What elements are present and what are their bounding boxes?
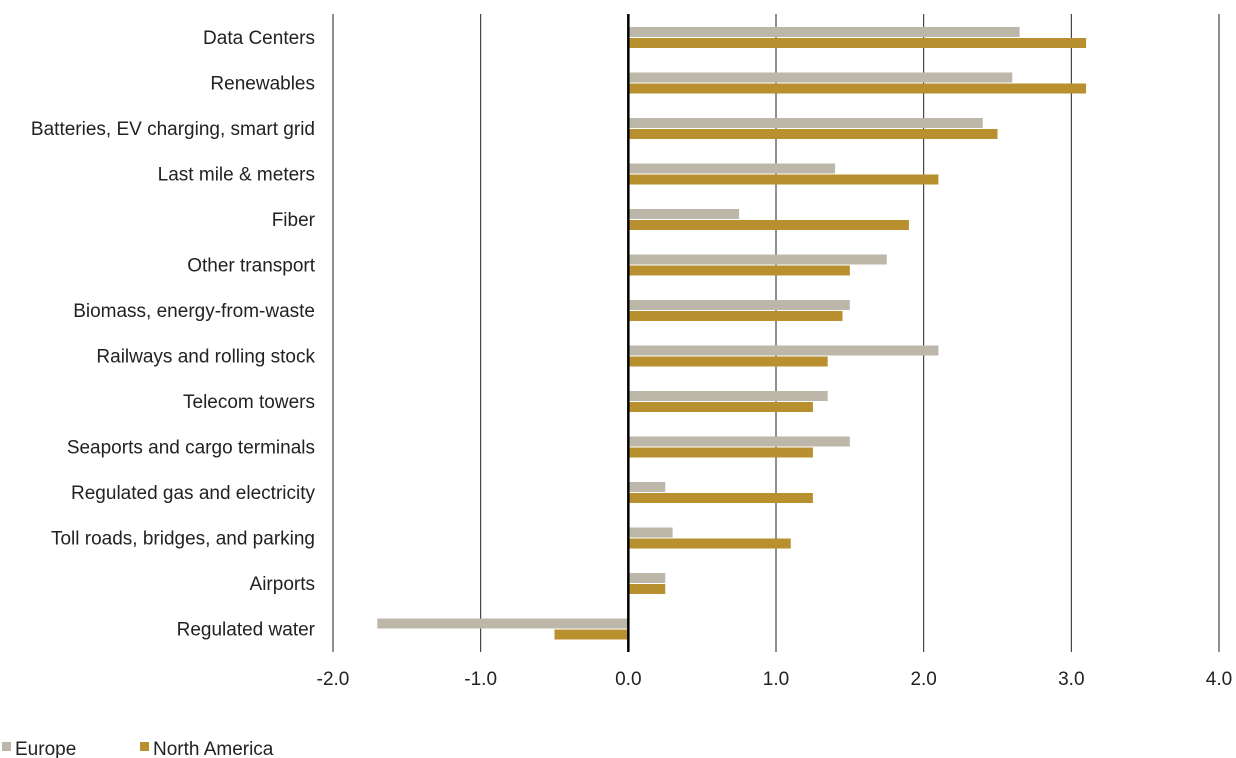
bar-europe — [628, 527, 673, 538]
bar-europe — [628, 345, 939, 356]
category-label: Fiber — [272, 210, 316, 231]
category-label: Regulated water — [177, 620, 316, 641]
category-labels: Data Centers Renewables Batteries, EV char… — [31, 28, 316, 641]
category-label: Airports — [250, 574, 315, 595]
category-label: Biomass, energy-from-waste — [73, 301, 315, 322]
bars — [377, 27, 1087, 640]
x-tick-label: 4.0 — [1206, 669, 1232, 690]
x-tick-label: 1.0 — [763, 669, 789, 690]
bar-europe — [628, 163, 836, 174]
bar-north-america — [628, 356, 828, 367]
bar-europe — [628, 391, 828, 401]
gridlines — [332, 14, 1220, 652]
bar-europe — [628, 118, 983, 128]
category-label: Regulated gas and electricity — [71, 483, 315, 504]
bar-north-america — [628, 493, 813, 503]
bar-north-america — [628, 447, 813, 458]
legend-swatch-europe — [2, 742, 11, 751]
bar-north-america — [628, 129, 998, 139]
category-label: Renewables — [210, 74, 315, 95]
bar-europe — [628, 72, 1013, 83]
category-label: Railways and rolling stock — [96, 347, 315, 368]
bar-north-america — [628, 538, 791, 549]
category-label: Batteries, EV charging, smart grid — [31, 119, 315, 140]
legend-label: North America — [153, 739, 274, 758]
bar-north-america — [628, 38, 1087, 48]
legend-label: Europe — [15, 739, 76, 758]
category-label: Telecom towers — [183, 392, 315, 413]
x-tick-label: -1.0 — [464, 669, 497, 690]
category-label: Seaports and cargo terminals — [67, 438, 315, 459]
bar-europe — [628, 300, 850, 310]
category-label: Data Centers — [203, 28, 315, 49]
bar-north-america — [628, 83, 1087, 94]
bar-north-america — [628, 402, 813, 412]
legend-swatch-north-america — [140, 742, 149, 751]
x-tick-label: 2.0 — [910, 669, 936, 690]
x-tick-label: 0.0 — [615, 669, 641, 690]
bar-europe — [377, 618, 629, 629]
x-tick-label: -2.0 — [317, 669, 350, 690]
category-label: Other transport — [187, 256, 315, 277]
x-tick-label: 3.0 — [1058, 669, 1084, 690]
bar-europe — [628, 436, 850, 447]
category-label: Toll roads, bridges, and parking — [51, 529, 315, 550]
bar-north-america — [628, 584, 666, 594]
bar-north-america — [628, 265, 850, 276]
bar-europe — [628, 27, 1020, 37]
bar-europe — [628, 209, 740, 219]
bar-europe — [628, 482, 666, 492]
bar-north-america — [628, 311, 843, 321]
bar-europe — [628, 254, 887, 265]
legend: Europe North America — [2, 739, 274, 758]
bar-north-america — [628, 220, 909, 230]
bar-europe — [628, 573, 666, 583]
x-tick-labels: -2.0 -1.0 0.0 1.0 2.0 3.0 4.0 — [317, 669, 1233, 690]
bar-north-america — [554, 629, 629, 640]
category-label: Last mile & meters — [158, 165, 315, 186]
bar-north-america — [628, 174, 939, 185]
